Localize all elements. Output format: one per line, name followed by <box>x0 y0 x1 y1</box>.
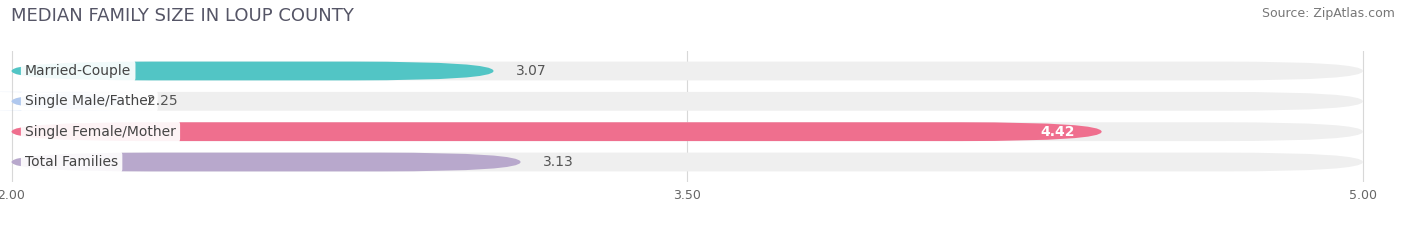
Text: Single Female/Mother: Single Female/Mother <box>25 125 176 139</box>
FancyBboxPatch shape <box>11 153 1362 171</box>
Text: MEDIAN FAMILY SIZE IN LOUP COUNTY: MEDIAN FAMILY SIZE IN LOUP COUNTY <box>11 7 354 25</box>
Text: Single Male/Father: Single Male/Father <box>25 94 153 108</box>
Text: Source: ZipAtlas.com: Source: ZipAtlas.com <box>1261 7 1395 20</box>
FancyBboxPatch shape <box>11 62 494 80</box>
Text: 4.42: 4.42 <box>1040 125 1074 139</box>
Text: 3.13: 3.13 <box>543 155 574 169</box>
Text: Total Families: Total Families <box>25 155 118 169</box>
Text: 3.07: 3.07 <box>516 64 547 78</box>
FancyBboxPatch shape <box>11 122 1102 141</box>
FancyBboxPatch shape <box>11 153 520 171</box>
FancyBboxPatch shape <box>0 92 152 111</box>
FancyBboxPatch shape <box>11 122 1362 141</box>
FancyBboxPatch shape <box>11 92 1362 111</box>
Text: 2.25: 2.25 <box>146 94 177 108</box>
FancyBboxPatch shape <box>11 62 1362 80</box>
Text: Married-Couple: Married-Couple <box>25 64 131 78</box>
